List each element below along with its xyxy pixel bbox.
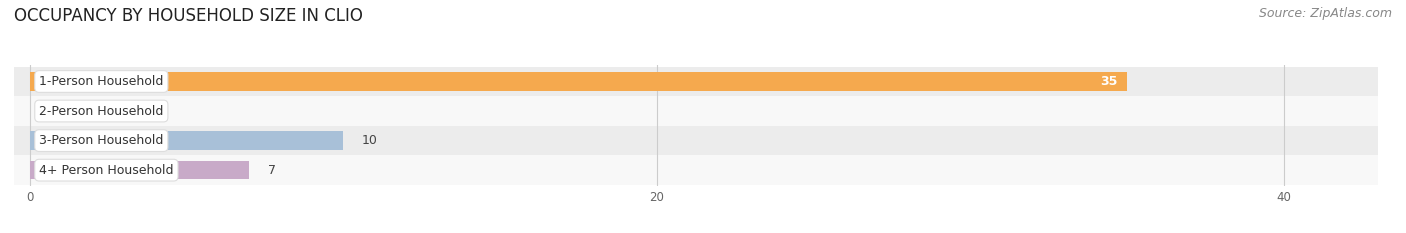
Bar <box>0 126 1406 155</box>
Bar <box>30 131 343 150</box>
Text: Source: ZipAtlas.com: Source: ZipAtlas.com <box>1258 7 1392 20</box>
Bar <box>0 155 1406 185</box>
Text: 1-Person Household: 1-Person Household <box>39 75 163 88</box>
Text: 35: 35 <box>1101 75 1118 88</box>
Bar <box>30 72 1128 91</box>
Bar <box>30 161 249 179</box>
Text: 7: 7 <box>269 164 276 177</box>
Text: OCCUPANCY BY HOUSEHOLD SIZE IN CLIO: OCCUPANCY BY HOUSEHOLD SIZE IN CLIO <box>14 7 363 25</box>
Text: 2-Person Household: 2-Person Household <box>39 105 163 117</box>
Bar <box>0 67 1406 96</box>
Text: 3-Person Household: 3-Person Household <box>39 134 163 147</box>
Bar <box>0 96 1406 126</box>
Text: 10: 10 <box>363 134 378 147</box>
Text: 0: 0 <box>49 105 56 117</box>
Text: 4+ Person Household: 4+ Person Household <box>39 164 174 177</box>
